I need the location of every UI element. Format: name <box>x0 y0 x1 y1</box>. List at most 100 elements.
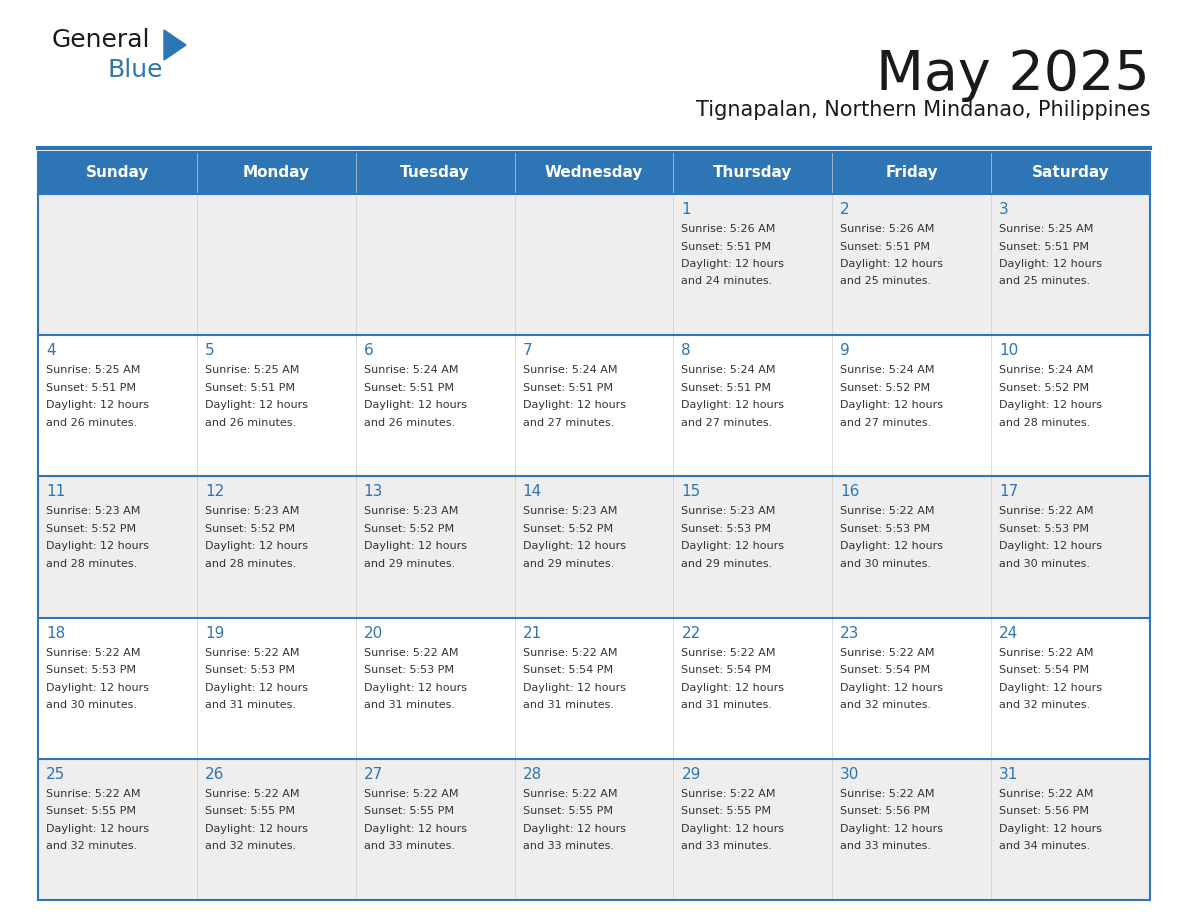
Text: and 27 minutes.: and 27 minutes. <box>523 418 614 428</box>
Text: Daylight: 12 hours: Daylight: 12 hours <box>46 400 148 410</box>
Text: 1: 1 <box>682 202 691 217</box>
Text: 12: 12 <box>204 485 225 499</box>
Text: and 32 minutes.: and 32 minutes. <box>204 841 296 851</box>
Bar <box>991 618 1150 759</box>
Bar <box>833 759 991 900</box>
Text: Daylight: 12 hours: Daylight: 12 hours <box>999 259 1102 269</box>
Text: Daylight: 12 hours: Daylight: 12 hours <box>204 542 308 552</box>
Bar <box>674 618 833 759</box>
Text: Daylight: 12 hours: Daylight: 12 hours <box>46 542 148 552</box>
Text: and 31 minutes.: and 31 minutes. <box>204 700 296 711</box>
Bar <box>197 476 355 618</box>
Text: 18: 18 <box>46 625 65 641</box>
Text: Daylight: 12 hours: Daylight: 12 hours <box>204 400 308 410</box>
Bar <box>833 476 991 618</box>
Text: Sunrise: 5:22 AM: Sunrise: 5:22 AM <box>46 647 140 657</box>
Text: and 30 minutes.: and 30 minutes. <box>840 559 931 569</box>
Text: Sunset: 5:52 PM: Sunset: 5:52 PM <box>523 524 613 534</box>
Text: Blue: Blue <box>107 58 163 82</box>
Text: 6: 6 <box>364 343 373 358</box>
Bar <box>355 759 514 900</box>
Text: Sunset: 5:54 PM: Sunset: 5:54 PM <box>999 666 1089 675</box>
Text: 3: 3 <box>999 202 1009 217</box>
Text: and 26 minutes.: and 26 minutes. <box>204 418 296 428</box>
Text: Sunrise: 5:22 AM: Sunrise: 5:22 AM <box>523 789 617 799</box>
Text: Sunrise: 5:22 AM: Sunrise: 5:22 AM <box>999 789 1094 799</box>
Bar <box>38 476 197 618</box>
Text: 14: 14 <box>523 485 542 499</box>
Text: and 28 minutes.: and 28 minutes. <box>204 559 296 569</box>
Text: and 30 minutes.: and 30 minutes. <box>999 559 1091 569</box>
Text: 5: 5 <box>204 343 215 358</box>
Text: Sunset: 5:54 PM: Sunset: 5:54 PM <box>840 666 930 675</box>
Text: Daylight: 12 hours: Daylight: 12 hours <box>840 683 943 692</box>
Text: Sunset: 5:52 PM: Sunset: 5:52 PM <box>204 524 295 534</box>
Text: and 29 minutes.: and 29 minutes. <box>364 559 455 569</box>
Text: 22: 22 <box>682 625 701 641</box>
Text: and 28 minutes.: and 28 minutes. <box>46 559 138 569</box>
Text: 26: 26 <box>204 767 225 782</box>
Text: Sunset: 5:56 PM: Sunset: 5:56 PM <box>840 806 930 816</box>
Bar <box>514 759 674 900</box>
Text: 21: 21 <box>523 625 542 641</box>
Text: and 27 minutes.: and 27 minutes. <box>840 418 931 428</box>
Bar <box>674 194 833 335</box>
Text: and 28 minutes.: and 28 minutes. <box>999 418 1091 428</box>
Text: and 26 minutes.: and 26 minutes. <box>364 418 455 428</box>
Text: Sunrise: 5:22 AM: Sunrise: 5:22 AM <box>999 647 1094 657</box>
Text: Sunrise: 5:22 AM: Sunrise: 5:22 AM <box>840 789 935 799</box>
Bar <box>514 476 674 618</box>
Text: 8: 8 <box>682 343 691 358</box>
Text: and 24 minutes.: and 24 minutes. <box>682 276 772 286</box>
Bar <box>833 618 991 759</box>
Text: and 25 minutes.: and 25 minutes. <box>999 276 1091 286</box>
Text: and 30 minutes.: and 30 minutes. <box>46 700 137 711</box>
Text: Daylight: 12 hours: Daylight: 12 hours <box>999 683 1102 692</box>
Text: Sunset: 5:51 PM: Sunset: 5:51 PM <box>999 241 1089 252</box>
Bar <box>355 152 514 194</box>
Text: 23: 23 <box>840 625 860 641</box>
Text: and 31 minutes.: and 31 minutes. <box>682 700 772 711</box>
Bar <box>38 152 1150 900</box>
Text: Sunrise: 5:22 AM: Sunrise: 5:22 AM <box>682 789 776 799</box>
Text: Daylight: 12 hours: Daylight: 12 hours <box>840 259 943 269</box>
Text: and 32 minutes.: and 32 minutes. <box>46 841 137 851</box>
Text: Sunset: 5:53 PM: Sunset: 5:53 PM <box>364 666 454 675</box>
Text: Thursday: Thursday <box>713 165 792 181</box>
Text: and 31 minutes.: and 31 minutes. <box>364 700 455 711</box>
Text: Sunday: Sunday <box>86 165 150 181</box>
Bar <box>991 335 1150 476</box>
Text: Sunset: 5:53 PM: Sunset: 5:53 PM <box>999 524 1089 534</box>
Text: Sunrise: 5:22 AM: Sunrise: 5:22 AM <box>840 647 935 657</box>
Bar <box>833 194 991 335</box>
Text: Daylight: 12 hours: Daylight: 12 hours <box>204 823 308 834</box>
Text: Sunset: 5:55 PM: Sunset: 5:55 PM <box>682 806 771 816</box>
Bar <box>38 759 197 900</box>
Text: and 29 minutes.: and 29 minutes. <box>523 559 614 569</box>
Text: Sunset: 5:51 PM: Sunset: 5:51 PM <box>682 241 771 252</box>
Bar <box>197 335 355 476</box>
Text: May 2025: May 2025 <box>877 48 1150 102</box>
Polygon shape <box>164 30 187 60</box>
Text: 2: 2 <box>840 202 849 217</box>
Text: Sunset: 5:55 PM: Sunset: 5:55 PM <box>523 806 613 816</box>
Text: Sunset: 5:53 PM: Sunset: 5:53 PM <box>682 524 771 534</box>
Text: Sunset: 5:51 PM: Sunset: 5:51 PM <box>523 383 613 393</box>
Text: 13: 13 <box>364 485 383 499</box>
Text: Friday: Friday <box>885 165 939 181</box>
Text: Sunrise: 5:22 AM: Sunrise: 5:22 AM <box>840 507 935 517</box>
Text: Sunrise: 5:22 AM: Sunrise: 5:22 AM <box>364 647 459 657</box>
Bar <box>991 759 1150 900</box>
Text: Sunset: 5:52 PM: Sunset: 5:52 PM <box>840 383 930 393</box>
Text: and 33 minutes.: and 33 minutes. <box>364 841 455 851</box>
Text: Daylight: 12 hours: Daylight: 12 hours <box>46 823 148 834</box>
Text: Sunset: 5:55 PM: Sunset: 5:55 PM <box>204 806 295 816</box>
Text: 4: 4 <box>46 343 56 358</box>
Text: Sunrise: 5:24 AM: Sunrise: 5:24 AM <box>682 365 776 375</box>
Bar <box>38 152 197 194</box>
Bar <box>514 152 674 194</box>
Bar <box>197 759 355 900</box>
Bar <box>514 194 674 335</box>
Bar <box>833 152 991 194</box>
Text: and 31 minutes.: and 31 minutes. <box>523 700 613 711</box>
